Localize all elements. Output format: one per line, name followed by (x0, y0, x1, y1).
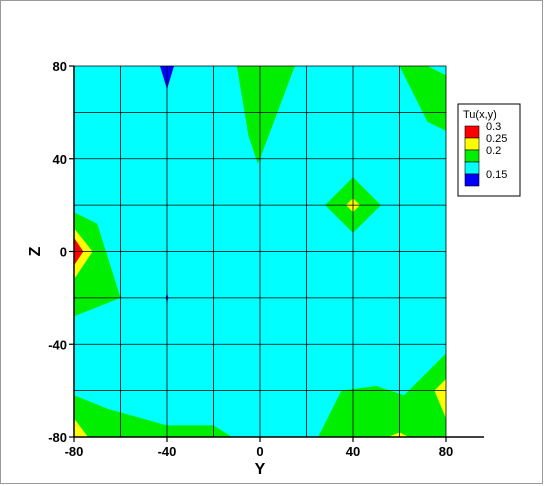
contour-region-1 (74, 228, 93, 280)
x-tick-label: -80 (65, 444, 84, 459)
legend-swatch (464, 125, 480, 139)
x-tick-label: -40 (158, 444, 177, 459)
grid-lines (73, 65, 447, 438)
contour-region-12 (434, 379, 446, 419)
legend-swatch (464, 161, 480, 175)
y-tick-label: 80 (53, 59, 67, 74)
x-tick-label: 0 (256, 444, 263, 459)
x-axis-title: Y (255, 461, 266, 478)
y-tick-label: 40 (53, 152, 67, 167)
legend-label: 0.3 (486, 121, 501, 133)
y-axis-title: Z (27, 246, 44, 256)
legend-title: Tu(x,y) (463, 109, 497, 121)
x-ticks: -80 -40 0 40 80 (65, 437, 453, 459)
legend-swatch (464, 137, 480, 151)
y-tick-label: -40 (48, 337, 67, 352)
contour-region-0 (74, 212, 121, 317)
legend-label: 0.15 (486, 169, 507, 181)
contour-region-11 (318, 353, 446, 437)
contour-region-13 (387, 432, 409, 437)
legend-swatch (464, 149, 480, 163)
y-tick-label: -80 (48, 430, 67, 445)
contour-region-10 (74, 418, 88, 437)
y-ticks: 80 40 0 -40 -80 (48, 59, 74, 445)
legend-label: 0.2 (486, 145, 501, 157)
x-tick-label: 80 (439, 444, 453, 459)
legend-swatch (464, 173, 480, 187)
legend: Tu(x,y) 0.30.250.2 0.15 (457, 103, 521, 197)
contour-region-9 (74, 395, 233, 437)
contour-region-6 (399, 66, 446, 131)
legend-label: 0.25 (486, 133, 507, 145)
contour-region-5 (236, 66, 295, 164)
y-tick-label: 0 (60, 245, 67, 260)
x-tick-label: 40 (346, 444, 360, 459)
